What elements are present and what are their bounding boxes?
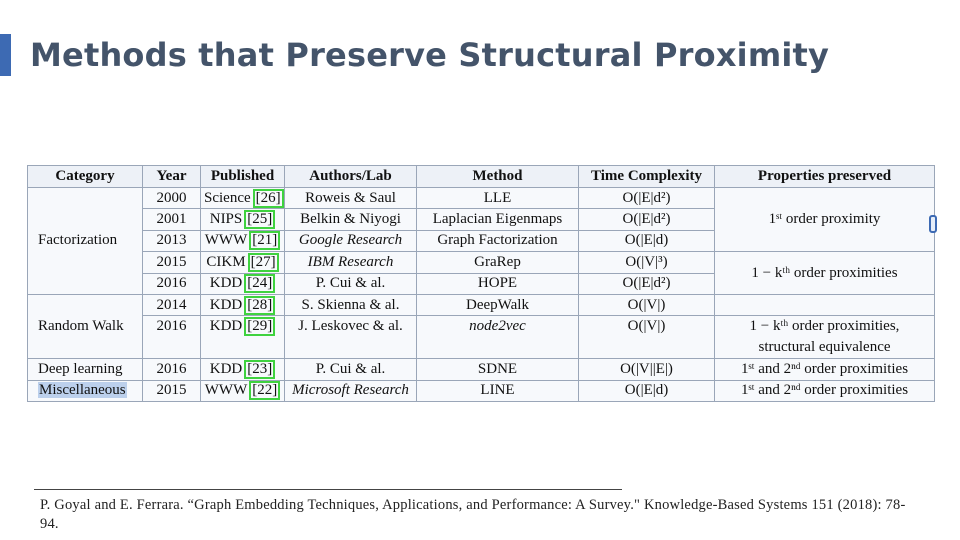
venue: Science bbox=[204, 189, 251, 206]
year-cell: 2013 bbox=[142, 229, 201, 253]
edge-handle-marker bbox=[929, 215, 937, 233]
authors-cell: Google Research bbox=[284, 229, 417, 253]
properties-empty bbox=[714, 293, 935, 317]
method-cell: LINE bbox=[416, 379, 579, 403]
citation-ref: [27] bbox=[247, 252, 279, 272]
method-cell: GraRep bbox=[416, 251, 579, 274]
table-row: 2013 WWW [21] Google Research Graph Facto… bbox=[28, 229, 935, 253]
complexity-cell: O(|E|d) bbox=[578, 379, 715, 403]
venue: KDD bbox=[209, 296, 243, 313]
complexity-cell: O(|E|d²) bbox=[578, 186, 715, 210]
citation-ref: [28] bbox=[244, 295, 276, 315]
citation-ref: [25] bbox=[244, 210, 276, 230]
properties-first-order: 1ˢᵗ order proximity bbox=[714, 186, 935, 253]
slide-title: Methods that Preserve Structural Proximi… bbox=[30, 36, 830, 74]
published-cell: CIKM [27] bbox=[200, 251, 285, 274]
method-cell: HOPE bbox=[416, 272, 579, 295]
complexity-cell: O(|E|d²) bbox=[578, 272, 715, 295]
header-time-complexity: Time Complexity bbox=[578, 165, 715, 188]
table-row: Random Walk 2014 KDD [28] S. Skienna & al… bbox=[27, 293, 935, 360]
venue: KDD bbox=[209, 318, 243, 335]
category-factorization: Factorization bbox=[27, 187, 143, 295]
authors-cell: S. Skienna & al. bbox=[284, 293, 417, 317]
table-row: 2016 KDD [29] J. Leskovec & al. node2vec … bbox=[28, 315, 935, 360]
published-cell: KDD [23] bbox=[200, 358, 285, 381]
citation-ref: [22] bbox=[249, 381, 281, 401]
table-row: structural equivalence bbox=[28, 337, 935, 360]
citation-ref: [29] bbox=[244, 317, 276, 337]
method-cell: Graph Factorization bbox=[416, 229, 579, 253]
methods-table: Category Year Published Authors/Lab Meth… bbox=[27, 165, 935, 403]
properties-rw-line2: structural equivalence bbox=[714, 337, 935, 360]
table-row: 2016 KDD [24] P. Cui & al. HOPE O(|E|d²) bbox=[28, 272, 935, 295]
title-accent-bar bbox=[0, 34, 11, 76]
complexity-cell: O(|V||E|) bbox=[578, 358, 715, 381]
authors-cell: Roweis & Saul bbox=[284, 186, 417, 210]
table-row: Factorization 2000 Science [26] Roweis & … bbox=[27, 186, 935, 295]
authors-cell: Microsoft Research bbox=[284, 379, 417, 403]
properties-first-second: 1ˢᵗ and 2ⁿᵈ order proximities bbox=[714, 358, 935, 381]
venue: KDD bbox=[209, 275, 243, 292]
footnote-citation: P. Goyal and E. Ferrara. “Graph Embeddin… bbox=[40, 497, 906, 532]
year-cell: 2016 bbox=[142, 315, 201, 360]
header-year: Year bbox=[142, 165, 201, 188]
year-cell: 2001 bbox=[142, 208, 201, 231]
year-cell: 2015 bbox=[142, 251, 201, 274]
properties-first-second: 1ˢᵗ and 2ⁿᵈ order proximities bbox=[714, 379, 935, 403]
authors-cell: J. Leskovec & al. bbox=[284, 315, 417, 360]
year-cell: 2016 bbox=[142, 358, 201, 381]
year-cell: 2016 bbox=[142, 272, 201, 295]
citation-ref: [24] bbox=[244, 274, 276, 294]
header-category: Category bbox=[27, 165, 143, 188]
table-row: 2015 CIKM [27] IBM Research GraRep O(|V|³… bbox=[28, 251, 935, 295]
published-cell: KDD [24] bbox=[200, 272, 285, 295]
venue: CIKM bbox=[206, 253, 246, 270]
citation-ref: [23] bbox=[244, 359, 276, 379]
method-cell: LLE bbox=[416, 186, 579, 210]
category-miscellaneous-cell: Miscellaneous bbox=[27, 379, 143, 403]
method-cell: DeepWalk bbox=[416, 293, 579, 317]
table-header-row: Category Year Published Authors/Lab Meth… bbox=[27, 165, 935, 188]
year-cell: 2000 bbox=[142, 186, 201, 210]
category-deep-learning: Deep learning bbox=[27, 358, 143, 381]
method-cell: SDNE bbox=[416, 358, 579, 381]
authors-cell: Belkin & Niyogi bbox=[284, 208, 417, 231]
complexity-cell: O(|E|d) bbox=[578, 229, 715, 253]
method-cell: node2vec bbox=[416, 315, 579, 360]
category-miscellaneous: Miscellaneous bbox=[38, 382, 127, 399]
header-published: Published bbox=[200, 165, 285, 188]
methods-table-container: Category Year Published Authors/Lab Meth… bbox=[27, 165, 935, 403]
published-cell: Science [26] bbox=[200, 186, 285, 210]
header-properties: Properties preserved bbox=[714, 165, 935, 188]
authors-cell: IBM Research bbox=[284, 251, 417, 274]
venue: KDD bbox=[209, 360, 243, 377]
venue: WWW bbox=[204, 382, 248, 399]
method-cell: Laplacian Eigenmaps bbox=[416, 208, 579, 231]
published-cell: NIPS [25] bbox=[200, 208, 285, 231]
citation-ref: [21] bbox=[249, 231, 281, 251]
citation-ref: [26] bbox=[252, 188, 284, 208]
published-cell: KDD [29] bbox=[200, 315, 285, 360]
year-cell: 2015 bbox=[142, 379, 201, 403]
table-row: Miscellaneous 2015 WWW [22] Microsoft Res… bbox=[27, 379, 935, 403]
complexity-cell: O(|V|) bbox=[578, 315, 715, 360]
authors-cell: P. Cui & al. bbox=[284, 358, 417, 381]
complexity-cell: O(|V|) bbox=[578, 293, 715, 317]
category-random-walk: Random Walk bbox=[27, 293, 143, 360]
footnote-divider bbox=[34, 489, 622, 490]
authors-cell: P. Cui & al. bbox=[284, 272, 417, 295]
properties-rw-line1: 1 − kᵗʰ order proximities, bbox=[714, 315, 935, 338]
published-cell: KDD [28] bbox=[200, 293, 285, 317]
published-cell: WWW [22] bbox=[200, 379, 285, 403]
header-method: Method bbox=[416, 165, 579, 188]
venue: NIPS bbox=[209, 211, 243, 228]
published-cell: WWW [21] bbox=[200, 229, 285, 253]
properties-k-order: 1 − kᵗʰ order proximities bbox=[714, 251, 935, 295]
complexity-cell: O(|V|³) bbox=[578, 251, 715, 274]
complexity-cell: O(|E|d²) bbox=[578, 208, 715, 231]
table-row: Deep learning 2016 KDD [23] P. Cui & al. … bbox=[27, 358, 935, 381]
venue: WWW bbox=[204, 232, 248, 249]
header-authors: Authors/Lab bbox=[284, 165, 417, 188]
year-cell: 2014 bbox=[142, 293, 201, 317]
